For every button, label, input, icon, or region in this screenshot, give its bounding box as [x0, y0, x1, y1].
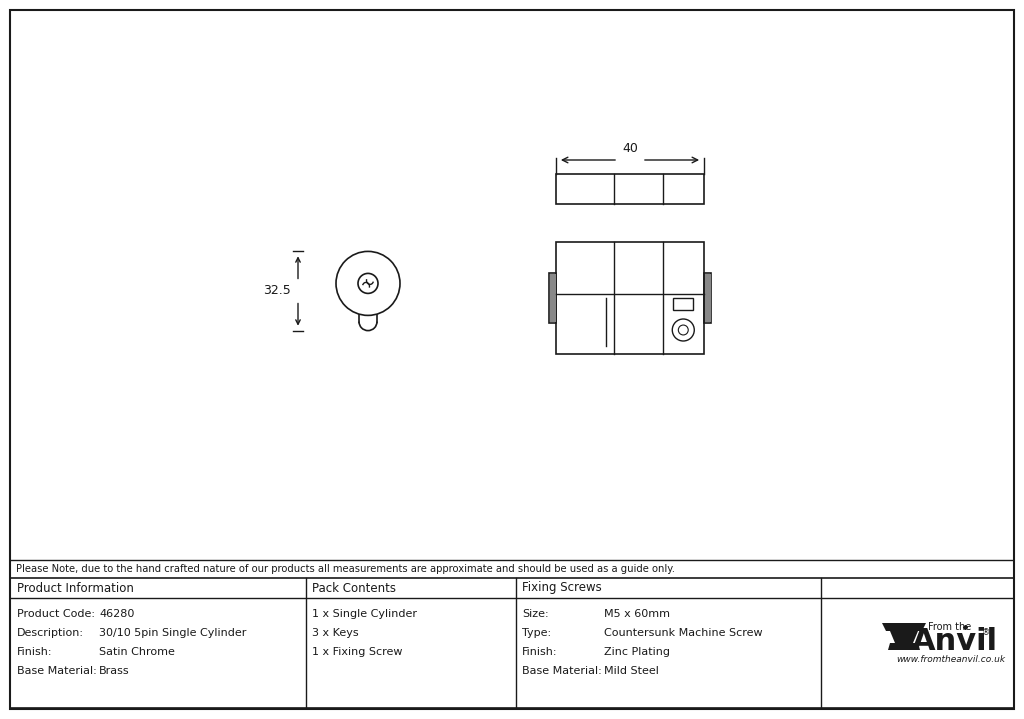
- Text: Base Material:: Base Material:: [17, 666, 96, 676]
- Text: Mild Steel: Mild Steel: [604, 666, 658, 676]
- Bar: [556, 242, 705, 354]
- Text: 40: 40: [622, 142, 638, 155]
- Text: Fixing Screws: Fixing Screws: [522, 582, 602, 595]
- Text: Product Information: Product Information: [17, 582, 134, 595]
- Polygon shape: [882, 623, 926, 631]
- Text: M5 x 60mm: M5 x 60mm: [604, 609, 670, 619]
- Text: 1 x Fixing Screw: 1 x Fixing Screw: [312, 647, 402, 657]
- Text: Finish:: Finish:: [522, 647, 557, 657]
- Polygon shape: [888, 643, 920, 650]
- Text: Product Code:: Product Code:: [17, 609, 95, 619]
- Bar: [549, 273, 556, 323]
- Text: www.fromtheanvil.co.uk: www.fromtheanvil.co.uk: [896, 654, 1006, 664]
- Polygon shape: [890, 631, 918, 643]
- Text: Countersunk Machine Screw: Countersunk Machine Screw: [604, 628, 763, 638]
- Text: 30/10 5pin Single Cylinder: 30/10 5pin Single Cylinder: [99, 628, 247, 638]
- Text: Satin Chrome: Satin Chrome: [99, 647, 175, 657]
- Text: Base Material:: Base Material:: [522, 666, 602, 676]
- Text: ®: ®: [982, 628, 990, 638]
- Text: 3 x Keys: 3 x Keys: [312, 628, 358, 638]
- Text: Description:: Description:: [17, 628, 84, 638]
- Bar: [674, 298, 693, 310]
- Bar: [705, 274, 711, 322]
- Bar: [556, 174, 705, 204]
- Text: Pack Contents: Pack Contents: [312, 582, 396, 595]
- Text: 32.5: 32.5: [263, 285, 291, 298]
- Text: Size:: Size:: [522, 609, 549, 619]
- Text: Finish:: Finish:: [17, 647, 52, 657]
- Text: 46280: 46280: [99, 609, 134, 619]
- Text: Type:: Type:: [522, 628, 551, 638]
- Text: From the: From the: [928, 622, 971, 632]
- Text: Please Note, due to the hand crafted nature of our products all measurements are: Please Note, due to the hand crafted nat…: [16, 564, 675, 574]
- Text: Brass: Brass: [99, 666, 130, 676]
- Text: Zinc Plating: Zinc Plating: [604, 647, 670, 657]
- Bar: [705, 273, 711, 323]
- Text: 1 x Single Cylinder: 1 x Single Cylinder: [312, 609, 417, 619]
- Bar: [550, 274, 555, 322]
- Text: Anvil: Anvil: [912, 626, 998, 656]
